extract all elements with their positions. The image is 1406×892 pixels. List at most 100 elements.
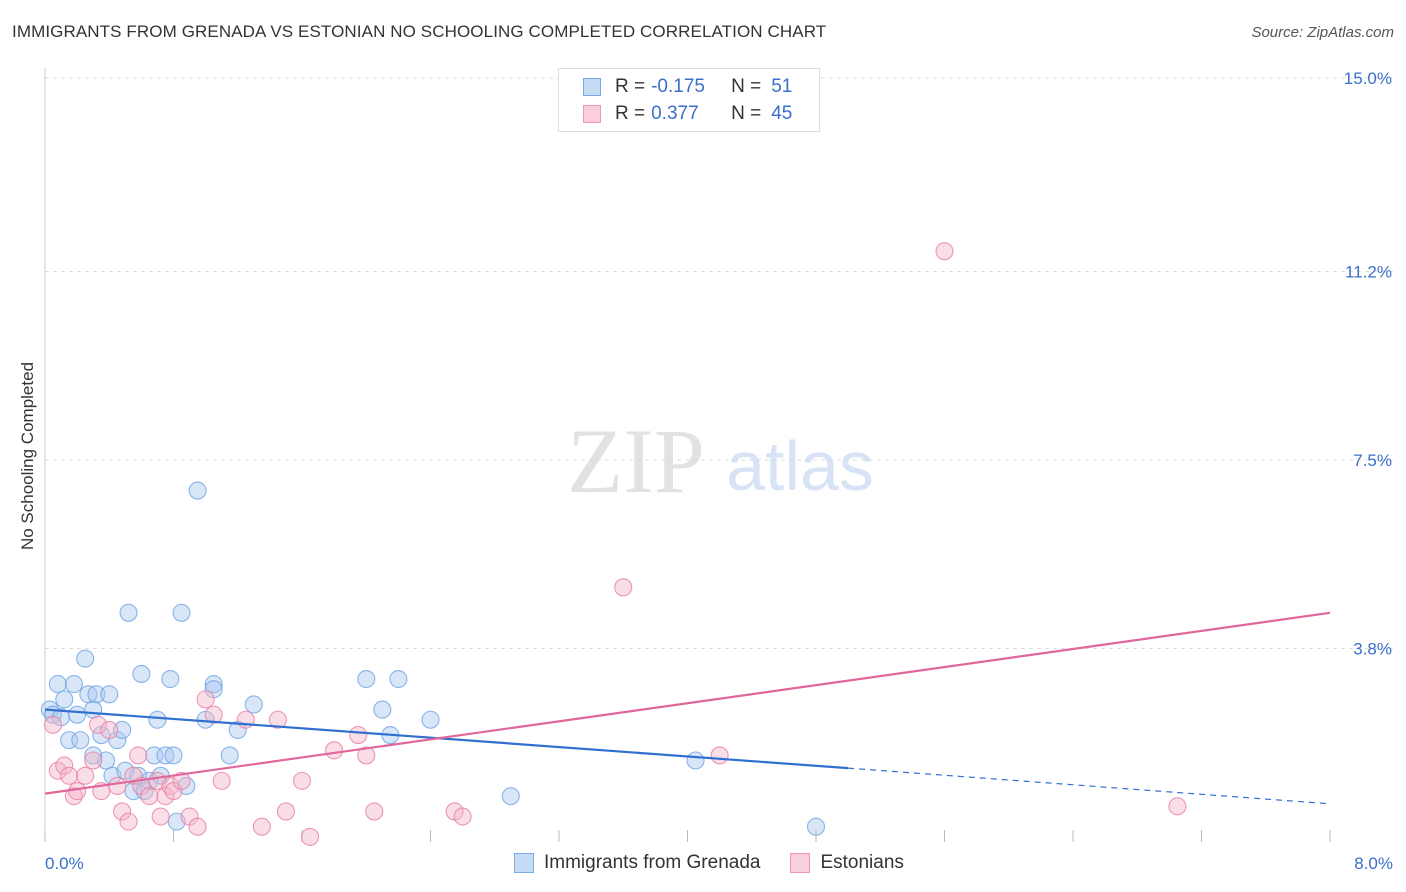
point-grenada [132,664,151,683]
trend-line-grenada-projection [848,767,1331,805]
trend-lines [44,611,1331,805]
watermark-zip: ZIP [567,410,705,512]
point-grenada [113,720,132,739]
point-estonians [129,746,148,765]
legend-r-label: R = [615,76,646,97]
y-axis-label: No Schooling Completed [18,361,37,551]
point-estonians [357,746,376,765]
point-grenada [84,746,103,765]
point-grenada [84,700,103,719]
point-estonians [68,782,87,801]
x-tick-label: 8.0% [1354,854,1393,873]
point-estonians [88,715,108,734]
point-grenada [100,685,119,704]
y-tick-label: 3.8% [1353,639,1392,658]
source-label: Source: ZipAtlas.com [1251,24,1394,41]
point-grenada [48,675,67,694]
point-grenada [373,700,392,719]
point-grenada [686,751,705,770]
legend-n-value: 51 [771,76,793,97]
point-estonians [172,771,191,790]
trend-line-estonians [44,611,1331,795]
point-estonians [614,578,633,597]
point-grenada [55,690,74,709]
point-grenada [164,746,183,765]
point-grenada [501,787,520,806]
y-tick-label: 11.2% [1345,263,1392,282]
legend-r-value: 0.377 [651,103,699,124]
point-estonians [349,725,368,745]
legend-row-estonians: R = 0.377 N = 45 [583,102,792,126]
watermark-atlas: atlas [726,427,874,505]
point-estonians [140,787,159,806]
point-estonians [188,817,207,836]
point-estonians [151,807,170,826]
point-grenada [188,481,207,500]
point-estonians [196,690,215,709]
legend-swatch-grenada [583,78,601,96]
point-grenada [220,746,239,765]
point-estonians [365,802,384,821]
point-estonians [276,802,295,821]
tick-labels: 3.8% 7.5% 11.2% 15.0% 0.0% 8.0% [45,69,1393,873]
point-estonians [212,771,231,790]
point-estonians [935,242,954,261]
point-grenada [135,782,154,801]
point-estonians [119,812,138,831]
bottom-legend-label-estonians: Estonians [820,852,904,873]
point-grenada [148,710,167,729]
chart-title: IMMIGRANTS FROM GRENADA VS ESTONIAN NO S… [12,22,827,41]
legend-n-label: N = [731,76,762,97]
point-estonians [64,787,83,806]
bottom-legend-estonians[interactable]: Estonians [790,852,904,874]
legend-r-label: R = [615,103,646,124]
point-grenada [389,669,408,689]
legend-r-value: -0.175 [651,76,705,97]
point-grenada [87,685,106,704]
point-estonians [300,827,320,846]
point-estonians [60,766,79,785]
point-estonians [292,771,312,790]
point-estonians [84,751,103,770]
bottom-legend-grenada[interactable]: Immigrants from Grenada [514,852,760,874]
point-estonians [204,705,223,724]
point-estonians [113,802,132,821]
point-grenada [357,669,376,689]
legend-n-value: 45 [771,103,793,124]
legend-n-label: N = [731,103,762,124]
point-grenada [64,675,83,694]
y-tick-label: 7.5% [1353,451,1392,470]
legend-row-grenada: R = -0.175 N = 51 [583,75,792,99]
stats-legend: R = -0.175 N = 51 R = 0.377 N = 45 [558,68,820,132]
legend-swatch-estonians [583,105,601,123]
point-grenada [172,603,191,622]
point-grenada [204,675,223,694]
point-grenada [161,669,180,689]
point-estonians [453,807,472,826]
bottom-legend-swatch-grenada [514,853,534,873]
point-estonians [108,776,127,796]
point-grenada [244,695,263,714]
point-estonians [161,776,180,796]
x-tick-label: 0.0% [45,854,84,873]
point-estonians [43,715,63,734]
bottom-legend-label-grenada: Immigrants from Grenada [544,852,761,873]
point-estonians [268,710,287,729]
point-estonians [55,756,74,775]
point-estonians [252,817,271,836]
bottom-legend-swatch-estonians [790,853,811,873]
point-grenada [68,705,87,724]
point-estonians [100,720,119,739]
point-grenada [76,649,95,668]
grid-lines [45,77,1395,649]
trend-line-grenada [44,708,849,770]
point-estonians [1168,797,1187,816]
point-estonians [325,741,344,760]
y-tick-label: 15.0% [1344,69,1392,88]
data-points [40,242,1187,846]
point-grenada [119,603,138,622]
point-estonians [76,766,95,785]
point-grenada [71,731,90,750]
point-grenada [421,710,440,729]
